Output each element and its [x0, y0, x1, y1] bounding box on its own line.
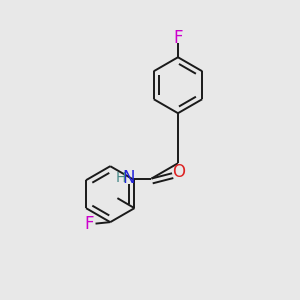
- Text: H: H: [116, 171, 126, 185]
- Text: F: F: [84, 214, 94, 232]
- Text: N: N: [123, 169, 135, 187]
- Text: O: O: [172, 163, 185, 181]
- Text: F: F: [173, 29, 183, 47]
